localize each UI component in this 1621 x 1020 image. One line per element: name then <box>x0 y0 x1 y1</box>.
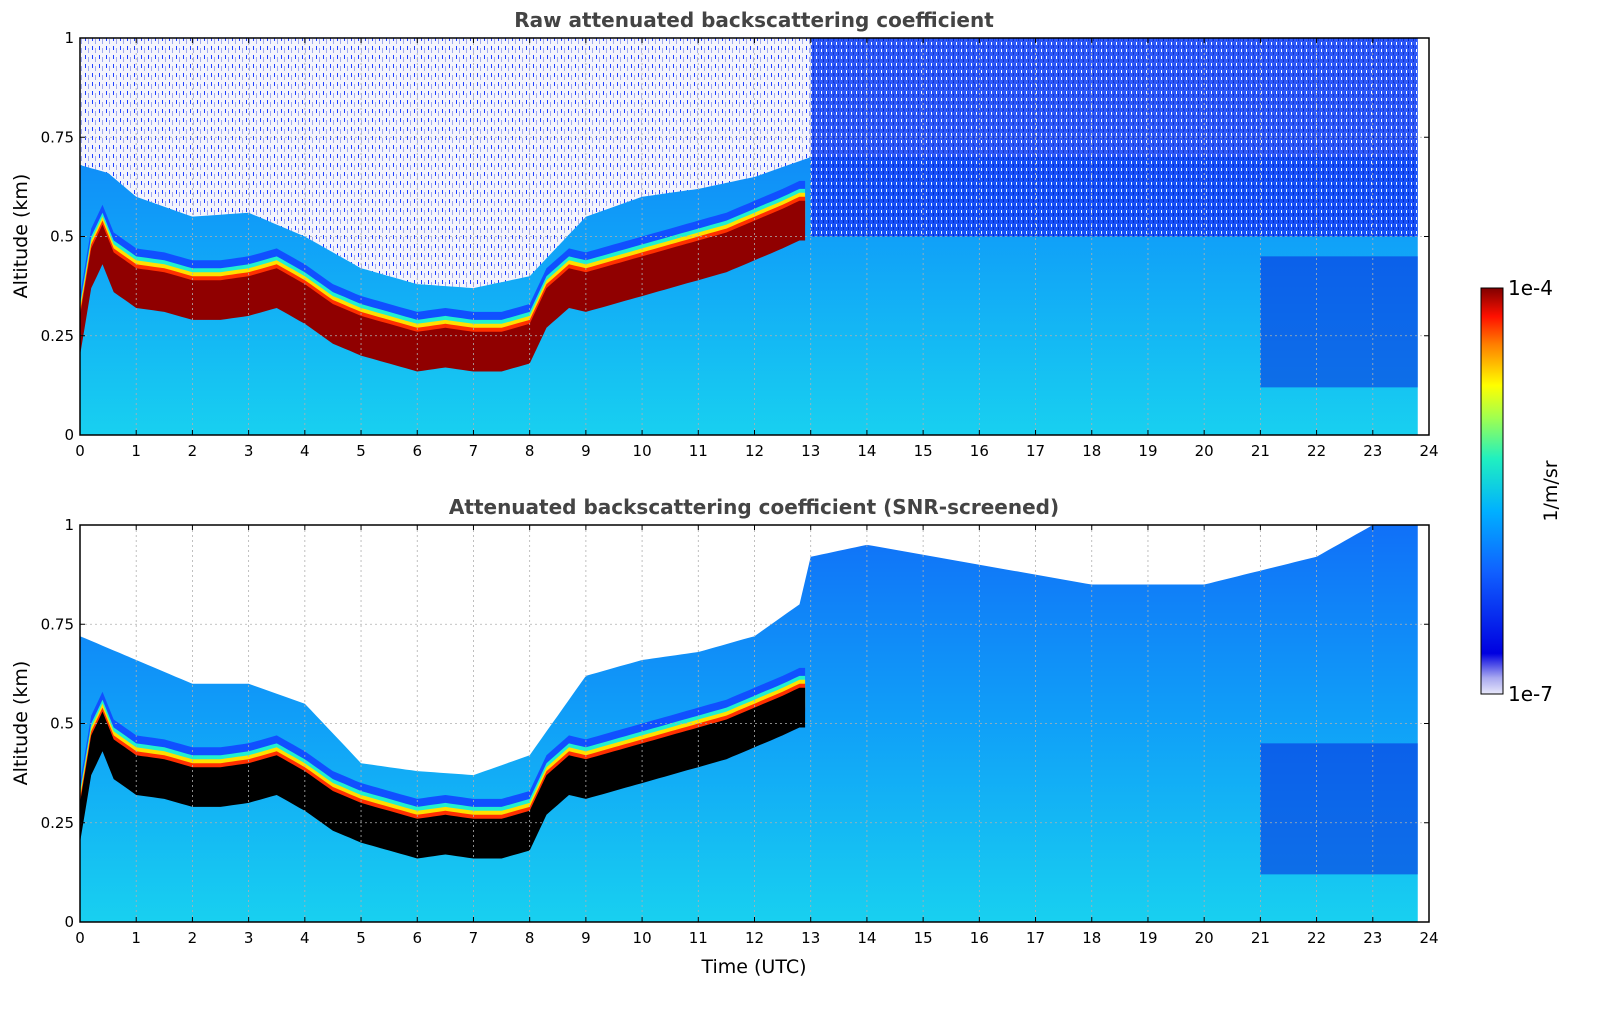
y-tick-label: 0 <box>64 913 74 931</box>
screened-region <box>80 525 1418 776</box>
x-tick-label: 23 <box>1363 442 1382 460</box>
aerosol-layer-band <box>80 687 806 859</box>
x-tick-label: 17 <box>1026 442 1045 460</box>
colorbar: 1e-4 1e-7 1/m/sr <box>1480 276 1562 706</box>
x-tick-label: 14 <box>857 929 876 947</box>
x-axis-label: Time (UTC) <box>700 956 806 978</box>
x-tick-label: 9 <box>581 442 591 460</box>
aerosol-layer-band <box>80 683 806 843</box>
panel-screened-grid <box>80 525 1429 922</box>
y-tick-label: 1 <box>64 29 74 47</box>
colorbar-min-label: 1e-7 <box>1508 682 1553 706</box>
x-tick-label: 18 <box>1082 442 1101 460</box>
x-tick-label: 2 <box>188 929 198 947</box>
low-signal-patch <box>1260 256 1418 388</box>
x-tick-label: 7 <box>469 929 479 947</box>
x-tick-label: 4 <box>300 929 310 947</box>
x-tick-label: 15 <box>914 442 933 460</box>
aerosol-layer-band <box>80 675 806 835</box>
y-tick-label: 0 <box>64 426 74 444</box>
colorbar-gradient <box>1480 287 1504 695</box>
colorbar-label: 1/m/sr <box>1540 460 1562 521</box>
panel-raw-y-axis-label: Altitude (km) <box>10 174 32 299</box>
aerosol-layer-band <box>80 196 806 356</box>
panel-raw-grid <box>80 38 1429 435</box>
aerosol-layer-band <box>80 667 806 827</box>
x-tick-label: 10 <box>633 929 652 947</box>
panel-raw-x-ticks: 0 1 2 3 4 5 6 7 8 9 10 11 12 13 14 15 16 17 18 19 20 21 22 23 24 <box>75 38 1439 460</box>
x-tick-label: 11 <box>689 929 708 947</box>
panel-raw-title: Raw attenuated backscattering coefficien… <box>514 8 994 32</box>
aerosol-layer-band <box>80 679 806 839</box>
x-tick-label: 15 <box>914 929 933 947</box>
x-tick-label: 19 <box>1138 929 1157 947</box>
panel-screened-x-ticks: 0 1 2 3 4 5 6 7 8 9 10 11 12 13 14 15 16 17 18 19 20 21 22 23 24 <box>75 525 1439 947</box>
y-tick-label: 1 <box>64 516 74 534</box>
x-tick-label: 9 <box>581 929 591 947</box>
x-tick-label: 17 <box>1026 929 1045 947</box>
x-tick-label: 7 <box>469 442 479 460</box>
y-tick-label: 0.75 <box>41 128 74 146</box>
x-tick-label: 16 <box>970 442 989 460</box>
y-tick-label: 0.5 <box>50 715 74 733</box>
x-tick-label: 0 <box>75 442 85 460</box>
x-tick-label: 5 <box>356 442 366 460</box>
x-tick-label: 21 <box>1251 929 1270 947</box>
panel-raw: Raw attenuated backscattering coefficien… <box>10 8 1439 460</box>
panel-screened: Attenuated backscattering coefficient (S… <box>10 495 1439 978</box>
x-tick-label: 24 <box>1419 929 1438 947</box>
y-tick-label: 0.25 <box>41 327 74 345</box>
x-tick-label: 21 <box>1251 442 1270 460</box>
x-tick-label: 20 <box>1195 929 1214 947</box>
panel-raw-y-ticks: 0 0.25 0.5 0.75 1 <box>41 29 1429 444</box>
x-tick-label: 24 <box>1419 442 1438 460</box>
x-tick-label: 3 <box>244 442 254 460</box>
aerosol-layer-band <box>80 192 806 352</box>
x-tick-label: 11 <box>689 442 708 460</box>
aerosol-layer-band <box>80 200 806 372</box>
x-tick-label: 22 <box>1307 929 1326 947</box>
x-tick-label: 23 <box>1363 929 1382 947</box>
x-tick-label: 0 <box>75 929 85 947</box>
x-tick-label: 5 <box>356 929 366 947</box>
x-tick-label: 14 <box>857 442 876 460</box>
x-tick-label: 22 <box>1307 442 1326 460</box>
colorbar-max-label: 1e-4 <box>1508 276 1553 300</box>
low-signal-patch <box>1260 743 1418 875</box>
panel-raw-plot-area <box>80 38 1418 435</box>
x-tick-label: 12 <box>745 442 764 460</box>
x-tick-label: 18 <box>1082 929 1101 947</box>
panel-screened-plot-area <box>80 525 1418 922</box>
aerosol-layer-band <box>80 180 806 340</box>
x-tick-label: 8 <box>525 442 535 460</box>
panel-screened-y-ticks: 0 0.25 0.5 0.75 1 <box>41 516 1429 931</box>
x-tick-label: 13 <box>801 929 820 947</box>
x-tick-label: 10 <box>633 442 652 460</box>
x-tick-label: 8 <box>525 929 535 947</box>
x-tick-label: 6 <box>412 929 422 947</box>
x-tick-label: 12 <box>745 929 764 947</box>
panel-screened-y-axis-label: Altitude (km) <box>10 661 32 786</box>
x-tick-label: 13 <box>801 442 820 460</box>
x-tick-label: 19 <box>1138 442 1157 460</box>
x-tick-label: 6 <box>412 442 422 460</box>
x-tick-label: 1 <box>131 929 141 947</box>
x-tick-label: 3 <box>244 929 254 947</box>
x-tick-label: 20 <box>1195 442 1214 460</box>
x-tick-label: 2 <box>188 442 198 460</box>
x-tick-label: 1 <box>131 442 141 460</box>
y-tick-label: 0.25 <box>41 814 74 832</box>
y-tick-label: 0.5 <box>50 228 74 246</box>
panel-screened-title: Attenuated backscattering coefficient (S… <box>449 495 1059 519</box>
y-tick-label: 0.75 <box>41 615 74 633</box>
aerosol-layer-band <box>80 188 806 348</box>
x-tick-label: 16 <box>970 929 989 947</box>
x-tick-label: 4 <box>300 442 310 460</box>
